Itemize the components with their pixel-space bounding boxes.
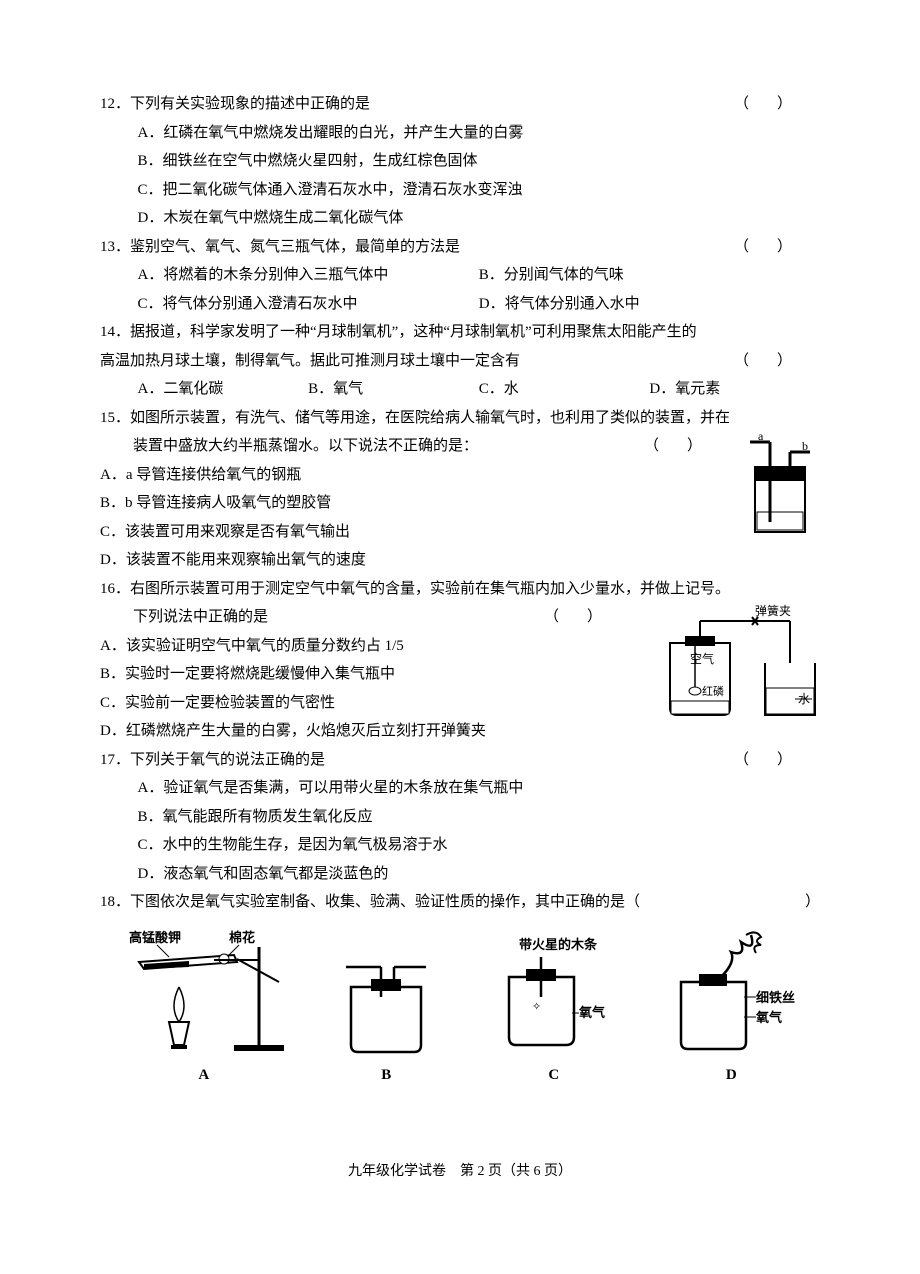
question-13: 13．鉴别空气、氧气、氮气三瓶气体，最简单的方法是 （） A．将燃着的木条分别伸… [100, 233, 820, 319]
q15-opt-d: D．该装置不能用来观察输出氧气的速度 [100, 546, 820, 575]
q14-opt-c: C．水 [479, 375, 650, 404]
question-14: 14．据报道，科学家发明了一种“月球制氧机”，这种“月球制氧机”可利用聚焦太阳能… [100, 318, 820, 404]
q14-opt-d: D．氧元素 [649, 375, 820, 404]
q14-opt-a: A．二氧化碳 [138, 375, 309, 404]
fig-label-a: A [119, 1061, 289, 1090]
answer-blank: （） [734, 746, 820, 775]
q17-opt-b: B．氧气能跟所有物质发生氧化反应 [138, 803, 821, 832]
q14-stem-2: 高温加热月球土壤，制得氧气。据此可推测月球土壤中一定含有 [100, 353, 520, 369]
q14-opt-b: B．氧气 [308, 375, 479, 404]
fig-label-c: C [484, 1061, 624, 1090]
q18-fig-b: B [326, 957, 446, 1090]
q12-opt-c: C．把二氧化碳气体通入澄清石灰水中，澄清石灰水变浑浊 [138, 176, 821, 205]
q17-opt-c: C．水中的生物能生存，是因为氧气极易溶于水 [138, 831, 821, 860]
q18-fig-c: 带火星的木条 ✧ 氧气 C [484, 937, 624, 1090]
q13-opt-d: D．将气体分别通入水中 [479, 290, 820, 319]
fig-label-b: B [326, 1061, 446, 1090]
question-12: 12．下列有关实验现象的描述中正确的是 （） A．红磷在氧气中燃烧发出耀眼的白光… [100, 90, 820, 233]
question-16: 16．右图所示装置可用于测定空气中氧气的含量，实验前在集气瓶内加入少量水，并做上… [100, 575, 820, 746]
answer-blank: （） [544, 603, 630, 632]
heating-apparatus-icon: 高锰酸钾 棉花 [119, 927, 289, 1057]
answer-blank: （） [734, 90, 820, 119]
svg-text:✧: ✧ [532, 1001, 541, 1013]
page-footer: 九年级化学试卷 第 2 页（共 6 页） [100, 1159, 820, 1186]
q14-stem-1: 14．据报道，科学家发明了一种“月球制氧机”，这种“月球制氧机”可利用聚焦太阳能… [100, 318, 820, 347]
gas-wash-bottle-icon: a b [740, 432, 820, 542]
fig-label-d: D [661, 1061, 801, 1090]
q12-stem: 12．下列有关实验现象的描述中正确的是 [100, 90, 820, 119]
svg-text:红磷: 红磷 [702, 685, 724, 698]
question-17: 17．下列关于氧气的说法正确的是 （） A．验证氧气是否集满，可以用带火星的木条… [100, 746, 820, 889]
q18-fig-a: 高锰酸钾 棉花 A [119, 927, 289, 1090]
svg-text:高锰酸钾: 高锰酸钾 [129, 930, 181, 945]
svg-text:氧气: 氧气 [755, 1010, 782, 1025]
q12-opt-d: D．木炭在氧气中燃烧生成二氧化碳气体 [138, 204, 821, 233]
q13-stem: 13．鉴别空气、氧气、氮气三瓶气体，最简单的方法是 [100, 233, 820, 262]
answer-blank: （） [734, 233, 820, 262]
answer-blank: （） [734, 347, 820, 376]
q12-opt-a: A．红磷在氧气中燃烧发出耀眼的白光，并产生大量的白雾 [138, 119, 821, 148]
q15-opt-b: B．b 导管连接病人吸氧气的塑胶管 [100, 489, 820, 518]
svg-text:带火星的木条: 带火星的木条 [519, 937, 598, 952]
q15-figure: a b [740, 432, 820, 542]
q13-opt-b: B．分别闻气体的气味 [479, 261, 820, 290]
q13-opt-a: A．将燃着的木条分别伸入三瓶气体中 [138, 261, 479, 290]
svg-text:空气: 空气 [690, 651, 714, 666]
q15-opt-a: A．a 导管连接供给氧气的钢瓶 [100, 461, 820, 490]
svg-text:氧气: 氧气 [578, 1005, 605, 1020]
question-15: 15．如图所示装置，有洗气、储气等用途，在医院给病人输氧气时，也利用了类似的装置… [100, 404, 820, 575]
q16-stem-1: 16．右图所示装置可用于测定空气中氧气的含量，实验前在集气瓶内加入少量水，并做上… [100, 575, 820, 604]
q17-opt-a: A．验证氧气是否集满，可以用带火星的木条放在集气瓶中 [138, 774, 821, 803]
q18-stem: 18．下图依次是氧气实验室制备、收集、验满、验证性质的操作，其中正确的是（ [100, 894, 640, 910]
q18-figures: 高锰酸钾 棉花 A [100, 927, 820, 1090]
q15-opt-c: C．该装置可用来观察是否有氧气输出 [100, 518, 820, 547]
gas-collection-icon [326, 957, 446, 1057]
q15-stem-1: 15．如图所示装置，有洗气、储气等用途，在医院给病人输氧气时，也利用了类似的装置… [100, 404, 820, 433]
q18-fig-d: 细铁丝 氧气 D [661, 927, 801, 1090]
svg-text:b: b [802, 439, 808, 453]
question-18: 18．下图依次是氧气实验室制备、收集、验满、验证性质的操作，其中正确的是（ ） … [100, 888, 820, 1089]
answer-blank: （） [644, 432, 730, 461]
q17-stem: 17．下列关于氧气的说法正确的是 [100, 746, 820, 775]
q13-opt-c: C．将气体分别通入澄清石灰水中 [138, 290, 479, 319]
q16-stem-2: 下列说法中正确的是 [133, 609, 268, 625]
answer-blank-close: ） [805, 888, 820, 917]
svg-text:a: a [758, 432, 764, 443]
q17-opt-d: D．液态氧气和固态氧气都是淡蓝色的 [138, 860, 821, 889]
q12-opt-b: B．细铁丝在空气中燃烧火星四射，生成红棕色固体 [138, 147, 821, 176]
full-test-icon: 带火星的木条 ✧ 氧气 [484, 937, 624, 1057]
svg-text:棉花: 棉花 [229, 930, 255, 945]
iron-burn-icon: 细铁丝 氧气 [661, 927, 801, 1057]
svg-text:细铁丝: 细铁丝 [756, 990, 795, 1005]
q15-stem-2: 装置中盛放大约半瓶蒸馏水。以下说法不正确的是： [133, 438, 478, 454]
